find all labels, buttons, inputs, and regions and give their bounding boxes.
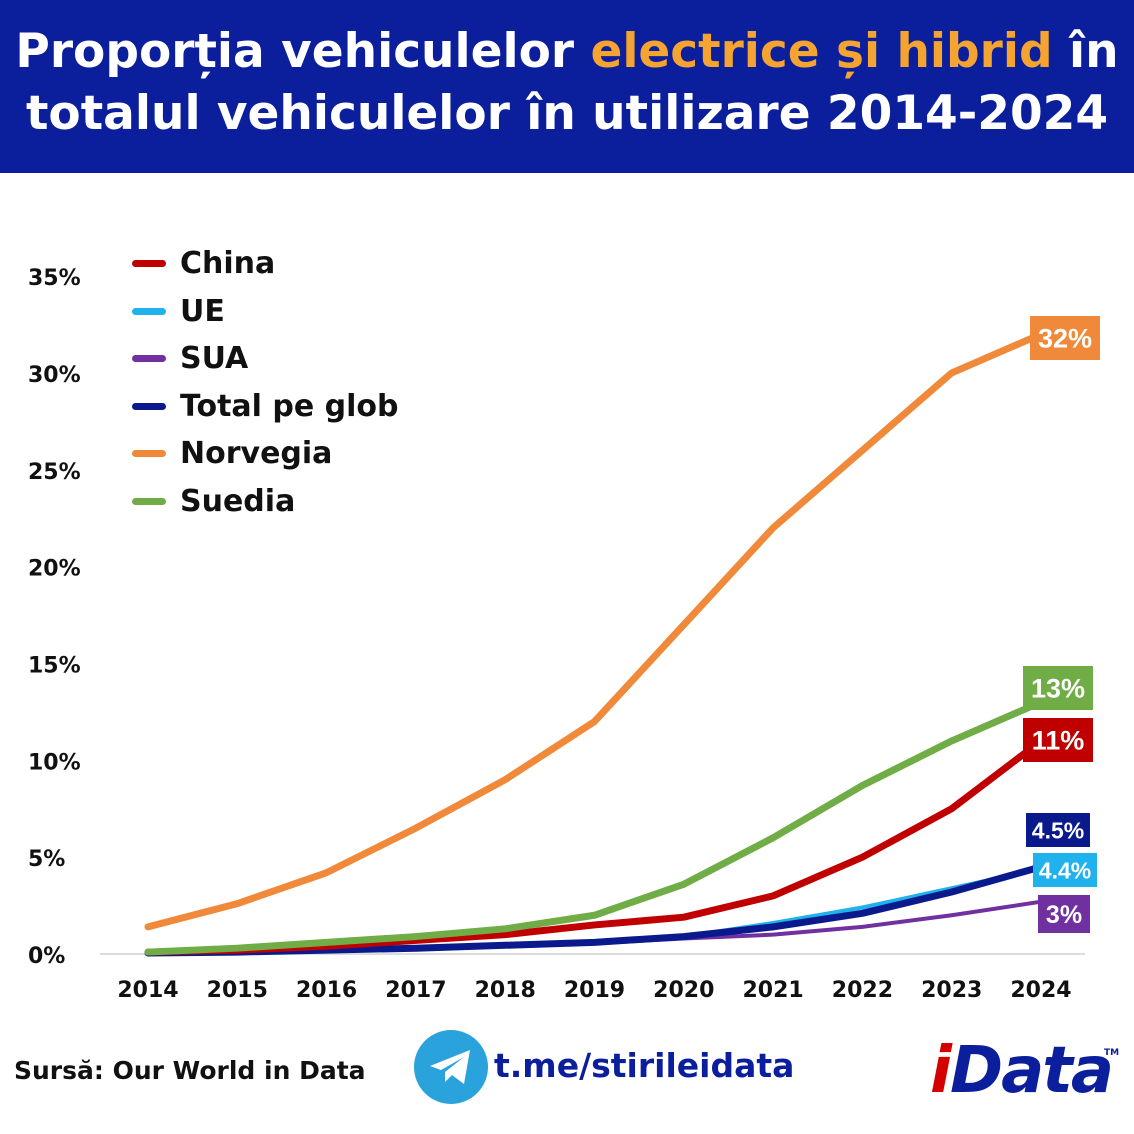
legend-item-sua: SUA [132,335,399,383]
x-tick-label: 2018 [475,978,536,1003]
logo-i: i [930,1034,952,1108]
series-line-norvegia [144,330,1045,931]
legend-swatch [132,497,166,505]
telegram-icon[interactable] [414,1030,488,1104]
line-chart: 0% 5% 10% 15% 20% 25% 30% 35% 2014 2015 2016 2017 20… [28,266,1100,1003]
legend-label: Suedia [180,483,296,519]
end-label-box-sua [1038,895,1090,933]
end-label-norvegia: 32% [1038,324,1092,354]
trademark-mark: TM [1104,1048,1120,1058]
x-tick-label: 2023 [921,978,982,1003]
legend-swatch [132,355,166,363]
legend-item-suedia: Suedia [132,478,399,526]
end-label-box-china [1023,718,1093,762]
end-label-box-ue [1033,853,1097,887]
end-label-box-norvegia [1030,316,1100,360]
idata-logo: iData [930,1034,1114,1108]
legend-label: China [180,246,276,282]
legend-label: Total pe glob [180,388,399,424]
x-tick-label: 2014 [117,978,178,1003]
logo-data: Data [949,1034,1114,1108]
legend-label: Norvegia [180,436,333,472]
end-label-box-total-pe-glob [1026,813,1090,847]
end-label-ue: 4.4% [1039,857,1091,883]
x-tick-label: 2015 [207,978,268,1003]
y-tick-label: 10% [28,750,81,775]
x-tick-label: 2020 [653,978,714,1003]
end-label-china: 11% [1032,726,1085,756]
y-tick-label: 20% [28,557,81,582]
title-part-2: în [1052,24,1119,79]
x-tick-label: 2019 [564,978,625,1003]
chart-title-line-2: totalul vehiculelor în utilizare 2014-20… [25,86,1109,141]
y-tick-label: 30% [28,363,81,388]
legend-swatch [132,402,166,410]
legend-item-norvegia: Norvegia [132,430,399,478]
source-text: Sursă: Our World in Data [14,1056,366,1085]
legend-item-ue: UE [132,288,399,336]
legend-swatch [132,307,166,315]
x-tick-label: 2016 [296,978,357,1003]
y-tick-label: 15% [28,653,81,678]
y-tick-label: 35% [28,266,81,291]
end-label-total-pe-glob: 4.5% [1032,817,1084,843]
x-tick-label: 2024 [1010,978,1071,1003]
telegram-link[interactable]: t.me/stirileidata [494,1046,795,1085]
y-tick-label: 0% [28,944,65,969]
legend-swatch [132,450,166,458]
title-part-1: Proporția vehiculelor [15,24,591,79]
series-line-suedia [144,698,1045,956]
x-tick-label: 2022 [832,978,893,1003]
chart-title-line-1: Proporția vehiculelor electrice și hibri… [0,24,1134,79]
legend-item-china: China [132,240,399,288]
end-label-sua: 3% [1046,901,1082,929]
chart-legend: China UE SUA Total pe glob Norvegia Suedia [132,240,399,525]
header-banner: Proporția vehiculelor electrice și hibri… [0,0,1134,173]
end-label-box-suedia [1023,666,1093,710]
legend-swatch [132,260,166,268]
y-tick-label: 5% [28,847,65,872]
series-line-total-pe-glob [144,863,1045,957]
end-label-suedia: 13% [1031,674,1085,704]
x-tick-label: 2017 [385,978,446,1003]
y-tick-label: 25% [28,460,81,485]
title-highlight: electrice și hibrid [590,24,1053,79]
legend-label: UE [180,293,225,329]
legend-item-total-pe-glob: Total pe glob [132,383,399,431]
legend-label: SUA [180,341,249,377]
x-tick-label: 2021 [742,978,803,1003]
